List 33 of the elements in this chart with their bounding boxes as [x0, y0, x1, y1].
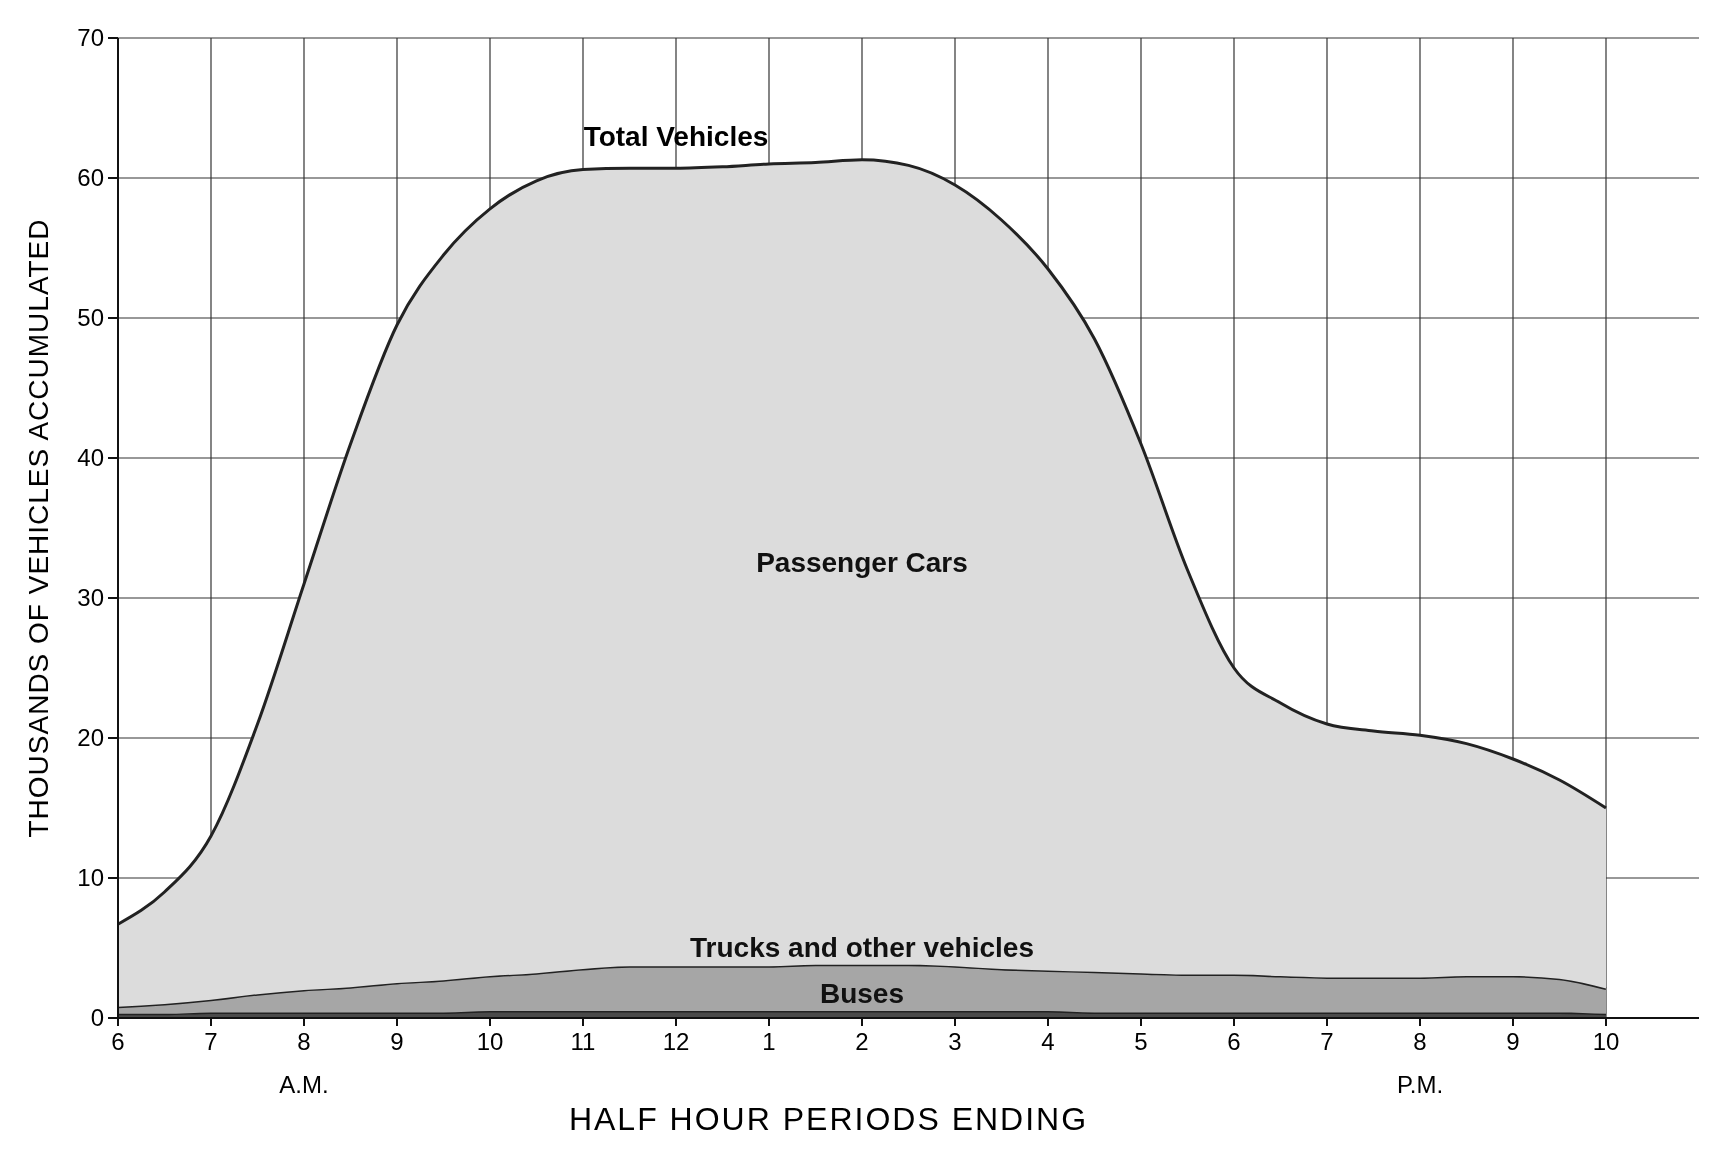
- x-tick-label: 7: [1320, 1028, 1334, 1055]
- x-tick-label: 3: [948, 1028, 962, 1055]
- series-label: Trucks and other vehicles: [690, 931, 1034, 963]
- x-tick-label: 6: [111, 1028, 125, 1055]
- y-tick-label: 20: [77, 724, 104, 752]
- x-tick-label: 12: [662, 1028, 690, 1055]
- x-tick-label: 9: [390, 1028, 404, 1055]
- x-tick-label: 9: [1506, 1028, 1520, 1055]
- y-tick-label: 30: [77, 584, 104, 612]
- y-tick-label: 70: [77, 24, 104, 52]
- y-tick-label: 50: [77, 304, 104, 332]
- y-axis-title: THOUSANDS OF VEHICLES ACCUMULATED: [23, 218, 54, 838]
- text: P.M.: [1396, 1071, 1444, 1098]
- x-tick-label: 6: [1227, 1028, 1241, 1055]
- series-label: Buses: [819, 978, 905, 1009]
- x-tick-label: 7: [204, 1028, 218, 1055]
- x-tick-label: 8: [297, 1028, 311, 1055]
- x-tick-label: 1: [762, 1028, 776, 1055]
- y-tick-label: 0: [90, 1004, 104, 1032]
- x-tick-label: 4: [1041, 1028, 1055, 1055]
- y-tick-label: 40: [77, 444, 104, 472]
- x-tick-label: 10: [476, 1028, 504, 1055]
- y-tick-label: 60: [77, 164, 104, 192]
- x-tick-label: 8: [1413, 1028, 1427, 1055]
- x-tick-label: 11: [570, 1028, 596, 1055]
- series-label: Passenger Cars: [756, 547, 968, 579]
- x-tick-label: 10: [1592, 1028, 1620, 1055]
- x-axis-title: HALF HOUR PERIODS ENDING: [568, 1101, 1089, 1137]
- text: A.M.: [279, 1071, 329, 1098]
- x-tick-label: 2: [855, 1028, 869, 1055]
- x-tick-label: 5: [1134, 1028, 1148, 1055]
- y-tick-label: 10: [77, 864, 104, 892]
- annotation: Total Vehicles: [583, 121, 769, 153]
